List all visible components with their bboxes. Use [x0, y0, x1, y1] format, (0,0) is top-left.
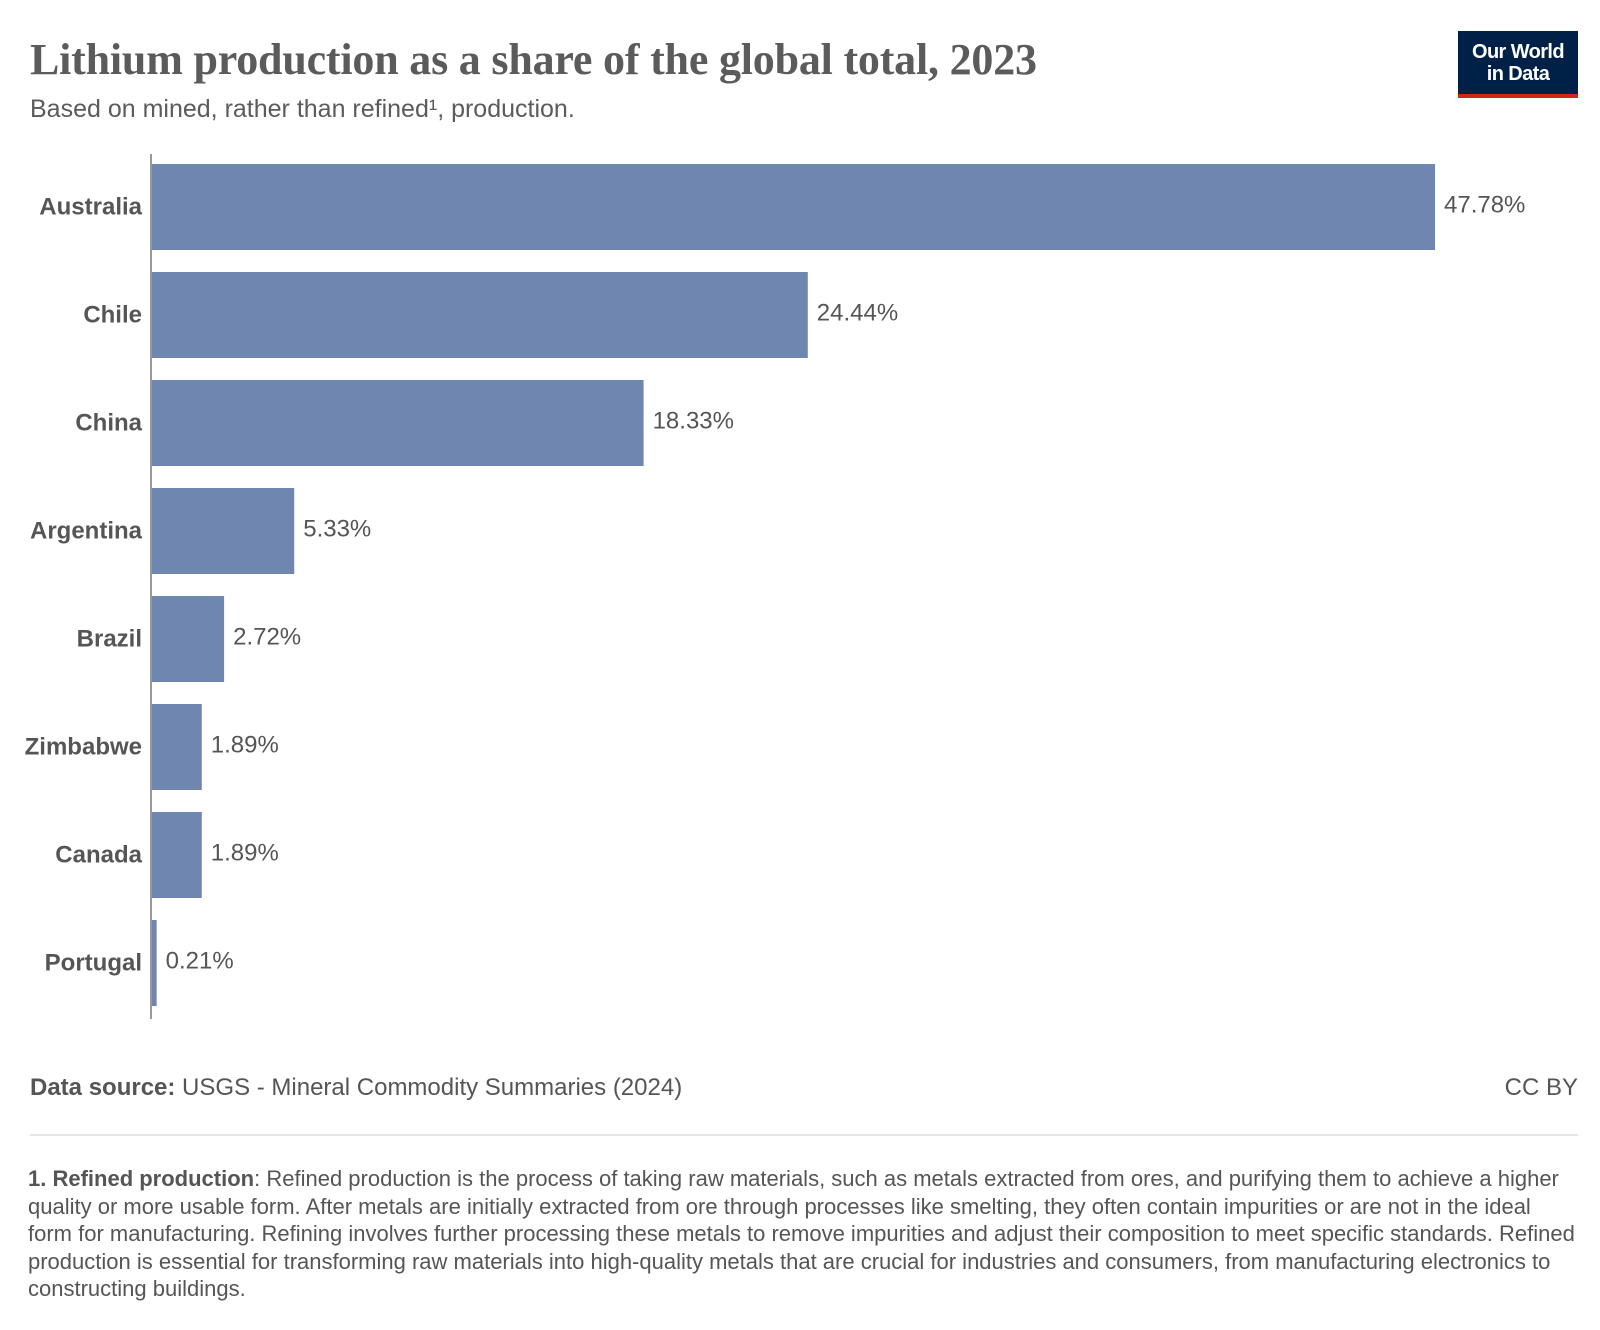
bar-china[interactable]	[151, 380, 644, 466]
value-label-china: 18.33%	[653, 407, 734, 434]
category-label-australia: Australia	[39, 193, 142, 220]
value-label-canada: 1.89%	[211, 839, 279, 866]
data-source: Data source: USGS - Mineral Commodity Su…	[30, 1074, 682, 1102]
value-label-chile: 24.44%	[817, 299, 898, 326]
category-label-brazil: Brazil	[77, 625, 142, 652]
bars-layer: Australia 47.78% Chile 24.44% China 18.33% Arg…	[25, 164, 1525, 1006]
value-label-zimbabwe: 1.89%	[211, 731, 279, 758]
logo-line-1: Our World	[1471, 40, 1565, 63]
bar-brazil[interactable]	[151, 596, 225, 682]
bar-chart: Australia 47.78% Chile 24.44% China 18.33% Arg…	[25, 154, 1525, 1019]
category-label-zimbabwe: Zimbabwe	[25, 733, 142, 760]
footer-divider	[30, 1134, 1578, 1136]
chart-title: Lithium production as a share of the glo…	[30, 35, 1037, 84]
bar-zimbabwe[interactable]	[151, 704, 202, 790]
footnote-term: 1. Refined production	[28, 1166, 255, 1191]
value-label-brazil: 2.72%	[233, 623, 301, 650]
category-label-argentina: Argentina	[30, 517, 143, 544]
category-label-china: China	[75, 409, 142, 436]
footnote-text: : Refined production is the process of t…	[28, 1166, 1575, 1301]
category-label-portugal: Portugal	[45, 949, 142, 976]
bar-australia[interactable]	[151, 164, 1435, 250]
value-label-australia: 47.78%	[1444, 191, 1525, 218]
source-label: Data source:	[30, 1074, 176, 1101]
value-label-portugal: 0.21%	[166, 947, 234, 974]
bar-canada[interactable]	[151, 812, 202, 898]
bar-portugal[interactable]	[151, 920, 157, 1006]
license-label[interactable]: CC BY	[1504, 1074, 1578, 1101]
footnote: 1. Refined production: Refined productio…	[28, 1165, 1578, 1303]
logo-line-2: in Data	[1486, 62, 1550, 85]
category-label-chile: Chile	[83, 301, 142, 328]
value-label-argentina: 5.33%	[303, 515, 371, 542]
chart-subtitle: Based on mined, rather than refined¹, pr…	[30, 95, 575, 123]
owid-logo[interactable]: Our World in Data	[1458, 31, 1578, 98]
bar-argentina[interactable]	[151, 488, 295, 574]
source-text: USGS - Mineral Commodity Summaries (2024…	[175, 1074, 683, 1101]
source-row: Data source: USGS - Mineral Commodity Su…	[30, 1074, 1578, 1102]
bar-chile[interactable]	[151, 272, 808, 358]
category-label-canada: Canada	[55, 841, 142, 868]
